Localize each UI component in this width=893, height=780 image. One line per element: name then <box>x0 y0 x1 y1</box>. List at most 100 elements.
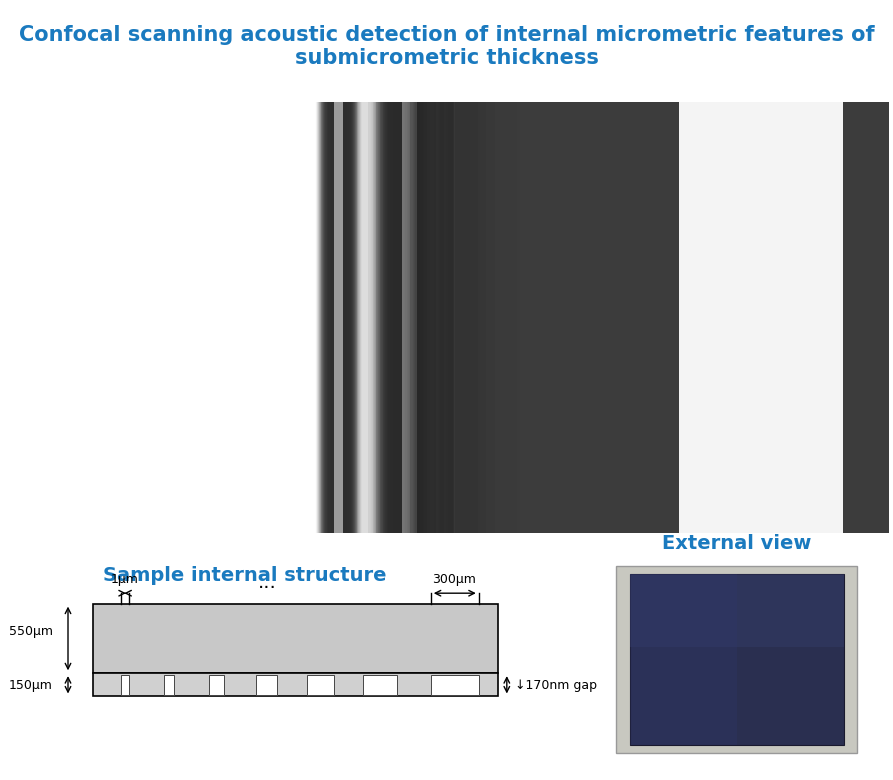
Bar <box>536 102 798 533</box>
Bar <box>513 102 822 533</box>
Bar <box>557 102 630 533</box>
Bar <box>501 102 555 533</box>
Bar <box>422 102 510 533</box>
Bar <box>376 102 893 533</box>
Bar <box>419 102 893 533</box>
Bar <box>427 102 893 533</box>
Bar <box>525 102 663 533</box>
Bar <box>476 102 712 533</box>
Bar <box>512 102 893 533</box>
Bar <box>448 102 886 533</box>
Bar <box>508 102 680 533</box>
Bar <box>537 102 651 533</box>
Bar <box>425 102 507 533</box>
Bar <box>390 102 428 533</box>
Text: 300 μm: 300 μm <box>731 80 790 94</box>
Bar <box>552 102 636 533</box>
Bar <box>328 102 349 533</box>
Bar <box>320 102 357 533</box>
Bar <box>497 102 692 533</box>
Bar <box>415 102 517 533</box>
Bar <box>332 102 345 533</box>
Bar <box>591 102 743 533</box>
Bar <box>548 102 639 533</box>
Bar <box>540 102 794 533</box>
Bar <box>508 102 826 533</box>
Text: 100 μm: 100 μm <box>564 80 623 94</box>
Bar <box>398 102 421 533</box>
Bar <box>385 102 893 533</box>
Bar <box>333 102 345 533</box>
Bar <box>483 102 573 533</box>
Bar <box>392 102 427 533</box>
Bar <box>563 102 893 533</box>
Bar <box>546 102 893 533</box>
Bar <box>605 102 729 533</box>
Bar <box>440 102 493 533</box>
Bar <box>421 102 511 533</box>
Bar <box>444 102 893 533</box>
Bar <box>459 102 597 533</box>
Bar <box>316 102 361 533</box>
Bar <box>371 102 447 533</box>
Bar <box>388 102 430 533</box>
Bar <box>467 102 721 533</box>
Bar <box>470 102 893 533</box>
Bar <box>614 102 720 533</box>
Text: submicrometric thickness: submicrometric thickness <box>295 48 598 69</box>
Ellipse shape <box>57 489 77 516</box>
Bar <box>332 102 346 533</box>
Bar <box>468 102 588 533</box>
Bar <box>435 102 621 533</box>
Bar <box>492 102 563 533</box>
Bar <box>321 102 356 533</box>
Bar <box>559 102 775 533</box>
Bar <box>431 102 501 533</box>
Bar <box>485 102 572 533</box>
Bar <box>472 102 715 533</box>
Bar <box>453 102 881 533</box>
Bar <box>323 102 355 533</box>
Bar <box>554 102 780 533</box>
Bar <box>333 102 344 533</box>
Bar <box>383 102 436 533</box>
Bar <box>93 673 498 697</box>
Bar <box>470 102 586 533</box>
Bar <box>418 102 515 533</box>
Bar <box>381 102 438 533</box>
Bar <box>438 102 494 533</box>
Bar <box>446 102 610 533</box>
Bar <box>545 102 789 533</box>
Text: 160 μm: 160 μm <box>638 80 696 94</box>
Bar <box>455 102 601 533</box>
Bar <box>531 102 656 533</box>
Bar <box>647 102 874 533</box>
Ellipse shape <box>49 512 67 539</box>
Bar <box>440 102 615 533</box>
Bar <box>463 102 593 533</box>
Bar <box>505 102 683 533</box>
Bar <box>517 102 816 533</box>
Bar <box>450 102 483 533</box>
Bar <box>481 102 575 533</box>
Bar <box>480 102 854 533</box>
Bar <box>529 102 659 533</box>
Bar <box>453 102 893 533</box>
Bar <box>414 102 519 533</box>
Bar <box>380 102 438 533</box>
Bar <box>389 102 429 533</box>
Bar <box>457 102 599 533</box>
Bar <box>329 102 348 533</box>
Bar <box>321 102 356 533</box>
Bar <box>419 102 513 533</box>
Bar <box>521 102 893 533</box>
Bar <box>452 102 480 533</box>
Bar <box>121 675 129 695</box>
Bar <box>481 102 706 533</box>
Bar <box>331 102 346 533</box>
Bar <box>561 102 627 533</box>
Bar <box>441 102 491 533</box>
Bar <box>395 102 423 533</box>
Bar <box>318 102 360 533</box>
Text: ALTER: ALTER <box>86 504 146 522</box>
